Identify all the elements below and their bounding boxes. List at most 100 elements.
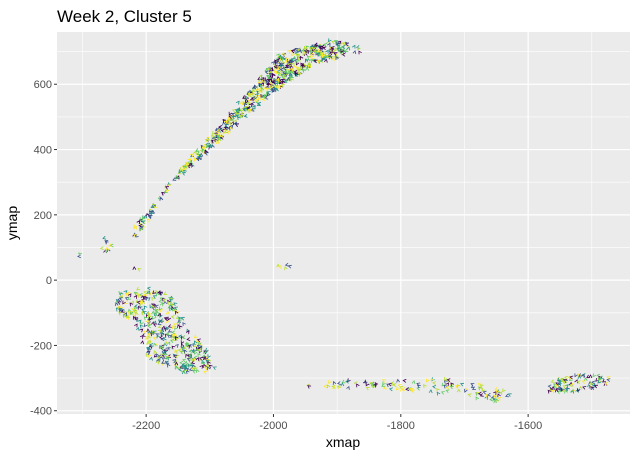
data-point bbox=[254, 98, 259, 103]
data-point bbox=[253, 84, 258, 89]
data-point bbox=[118, 296, 123, 300]
data-point bbox=[411, 380, 416, 385]
data-point bbox=[170, 303, 175, 307]
data-point bbox=[285, 60, 290, 64]
data-point bbox=[352, 50, 357, 55]
data-point bbox=[151, 296, 155, 301]
x-tick-label: -2000 bbox=[259, 420, 287, 432]
data-point bbox=[594, 384, 599, 389]
data-point bbox=[481, 387, 486, 392]
data-point bbox=[290, 49, 295, 54]
data-point bbox=[195, 148, 200, 152]
data-point bbox=[118, 311, 123, 316]
data-point bbox=[351, 44, 356, 49]
data-point bbox=[289, 65, 294, 70]
data-point bbox=[494, 387, 499, 391]
data-point bbox=[547, 384, 552, 389]
data-point bbox=[136, 293, 140, 297]
data-point bbox=[264, 79, 269, 84]
data-point bbox=[243, 102, 248, 107]
data-point bbox=[171, 345, 176, 350]
data-point bbox=[138, 224, 143, 228]
data-point bbox=[287, 264, 292, 269]
data-point bbox=[336, 41, 340, 46]
data-point bbox=[178, 325, 183, 330]
data-point bbox=[174, 336, 179, 340]
data-point bbox=[252, 85, 256, 90]
data-point bbox=[409, 388, 414, 392]
data-point bbox=[166, 363, 171, 368]
data-point bbox=[163, 350, 168, 355]
data-point bbox=[163, 317, 168, 321]
data-point bbox=[147, 314, 152, 319]
data-point bbox=[154, 307, 159, 312]
data-point bbox=[114, 300, 119, 305]
data-point bbox=[281, 56, 285, 60]
data-point bbox=[310, 54, 314, 59]
data-point bbox=[120, 309, 125, 313]
data-point bbox=[191, 358, 196, 362]
data-point bbox=[443, 377, 448, 382]
data-point bbox=[116, 298, 121, 303]
data-point bbox=[135, 326, 140, 331]
data-point bbox=[251, 96, 255, 101]
data-point bbox=[274, 84, 278, 89]
data-point bbox=[287, 70, 292, 75]
data-point bbox=[164, 333, 169, 338]
data-point bbox=[235, 114, 240, 119]
data-point bbox=[198, 345, 203, 350]
data-point bbox=[261, 97, 266, 101]
data-point bbox=[147, 335, 151, 340]
data-point bbox=[199, 364, 204, 369]
data-point bbox=[336, 381, 342, 385]
data-point bbox=[331, 384, 336, 389]
data-point bbox=[177, 170, 182, 175]
data-point bbox=[309, 47, 314, 51]
data-point bbox=[139, 299, 143, 304]
data-point bbox=[301, 48, 306, 52]
data-point bbox=[152, 304, 157, 308]
data-point bbox=[295, 61, 300, 66]
data-point bbox=[204, 347, 209, 352]
y-tick-label: -200 bbox=[30, 340, 52, 352]
data-point bbox=[368, 382, 372, 387]
data-point bbox=[167, 324, 172, 328]
data-point bbox=[179, 360, 184, 365]
data-point bbox=[182, 322, 186, 326]
data-point bbox=[204, 356, 208, 360]
data-point bbox=[445, 389, 450, 393]
data-point bbox=[304, 58, 309, 63]
data-point bbox=[397, 384, 402, 388]
data-point bbox=[265, 87, 270, 92]
data-point bbox=[143, 296, 148, 300]
data-point bbox=[143, 330, 148, 334]
data-point bbox=[141, 333, 146, 337]
data-point bbox=[317, 48, 321, 53]
data-point bbox=[275, 70, 280, 75]
data-point bbox=[136, 300, 141, 305]
data-point bbox=[166, 341, 171, 346]
data-point bbox=[167, 316, 172, 321]
data-point bbox=[286, 77, 291, 82]
data-point bbox=[151, 310, 155, 315]
data-point bbox=[449, 385, 454, 390]
data-point bbox=[189, 364, 193, 369]
data-point bbox=[223, 119, 228, 124]
data-point bbox=[146, 354, 151, 359]
data-point bbox=[283, 79, 288, 83]
data-point bbox=[329, 48, 333, 53]
data-point bbox=[357, 46, 361, 51]
data-point bbox=[146, 290, 151, 295]
data-point bbox=[325, 49, 329, 54]
data-point bbox=[283, 69, 288, 74]
data-point bbox=[281, 52, 285, 57]
data-point bbox=[186, 337, 191, 341]
data-point bbox=[166, 355, 170, 360]
data-point bbox=[143, 214, 148, 219]
data-point bbox=[260, 93, 264, 98]
data-point bbox=[160, 353, 165, 358]
data-point bbox=[301, 64, 306, 69]
data-point bbox=[445, 385, 450, 390]
data-point bbox=[265, 79, 270, 84]
data-point bbox=[282, 66, 287, 70]
